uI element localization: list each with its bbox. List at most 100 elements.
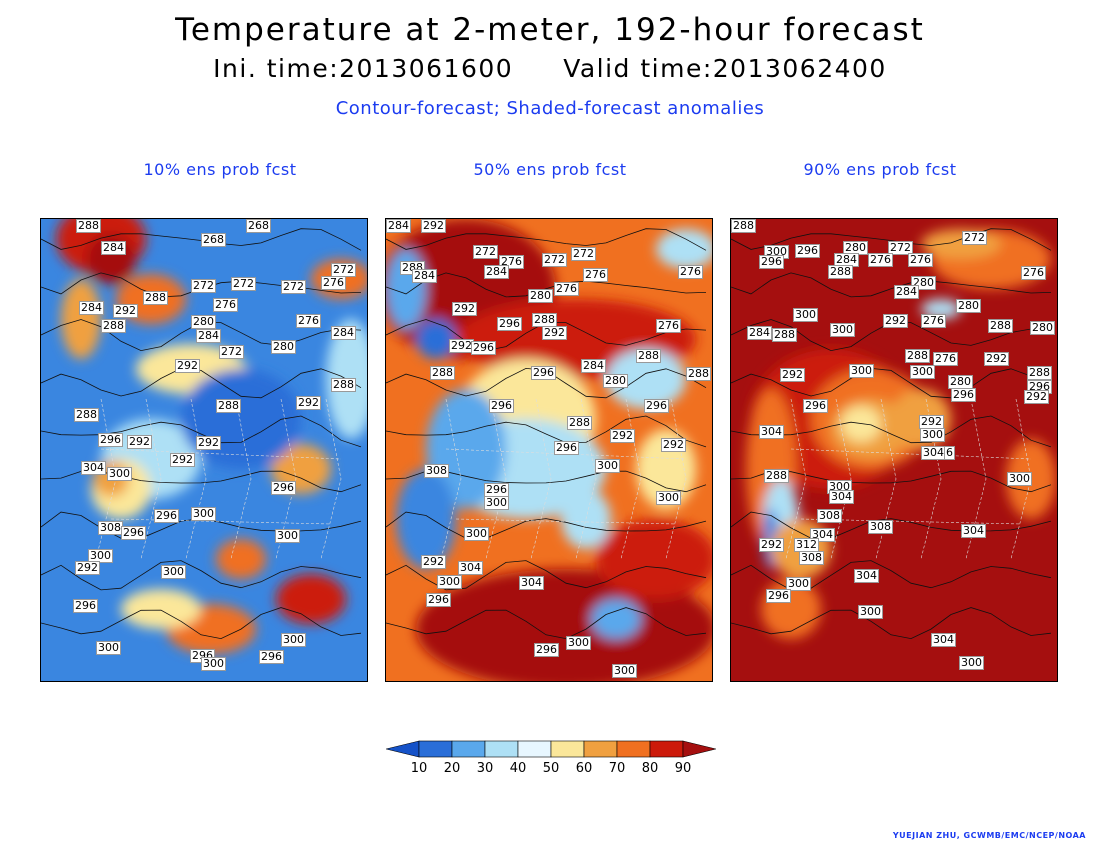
contour-label: 296 <box>951 388 976 402</box>
colorbar-tick-label: 30 <box>476 761 494 776</box>
contour-label: 288 <box>905 349 930 363</box>
contour-label: 276 <box>583 268 608 282</box>
contour-label: 292 <box>296 396 321 410</box>
contour-label: 276 <box>678 265 703 279</box>
contour-label: 276 <box>1021 266 1046 280</box>
contour-label: 284 <box>386 219 411 233</box>
contour-label: 276 <box>921 314 946 328</box>
contour-label: 288 <box>331 378 356 392</box>
colorbar-tick-label: 40 <box>509 761 527 776</box>
credit-text: YUEJIAN ZHU, GCWMB/EMC/NCEP/NOAA <box>892 831 1086 840</box>
temperature-contour <box>386 228 707 251</box>
panel-title-50: 50% ens prob fcst <box>473 160 627 179</box>
contour-label: 308 <box>424 464 449 478</box>
colorbar-segment <box>583 740 618 758</box>
contour-label: 284 <box>484 265 509 279</box>
contour-label: 300 <box>595 459 620 473</box>
anomaly-region <box>426 389 506 509</box>
ini-time: Ini. time:2013061600 <box>213 54 514 83</box>
contour-label: 300 <box>161 565 186 579</box>
contour-label: 288 <box>143 291 168 305</box>
colorbar-segment <box>517 740 552 758</box>
contour-label: 272 <box>191 279 216 293</box>
contour-label: 268 <box>201 233 226 247</box>
contour-label: 296 <box>766 589 791 603</box>
contour-label: 300 <box>88 549 113 563</box>
contour-label: 300 <box>96 641 121 655</box>
contour-label: 308 <box>868 520 893 534</box>
contour-label: 296 <box>534 643 559 657</box>
contour-label: 280 <box>948 375 973 389</box>
temperature-contour <box>731 415 1052 448</box>
anomaly-region <box>921 229 1001 259</box>
contour-label: 272 <box>219 345 244 359</box>
valid-time: Valid time:2013062400 <box>563 54 887 83</box>
contour-label: 300 <box>786 577 811 591</box>
contour-label: 300 <box>849 364 874 378</box>
contour-label: 288 <box>636 349 661 363</box>
contour-label: 284 <box>412 269 437 283</box>
anomaly-region <box>61 279 101 359</box>
state-border <box>185 398 207 560</box>
contour-label: 292 <box>127 435 152 449</box>
contour-label: 284 <box>79 301 104 315</box>
contour-label: 292 <box>421 219 446 233</box>
anomaly-region <box>396 469 456 569</box>
contour-label: 292 <box>610 429 635 443</box>
colorbar-tick-label: 70 <box>608 761 626 776</box>
colorbar-segment <box>451 740 486 758</box>
anomaly-region <box>591 599 641 639</box>
contour-label: 304 <box>81 461 106 475</box>
colorbar-tick-label: 60 <box>575 761 593 776</box>
contour-label: 292 <box>883 314 908 328</box>
contour-label: 296 <box>121 526 146 540</box>
contour-label: 312 <box>794 538 819 552</box>
contour-label: 300 <box>1007 472 1032 486</box>
contour-label: 284 <box>894 285 919 299</box>
contour-label: 292 <box>196 436 221 450</box>
contour-label: 276 <box>933 352 958 366</box>
contour-label: 272 <box>231 277 256 291</box>
temperature-contour <box>386 272 707 298</box>
contour-label: 276 <box>868 253 893 267</box>
temperature-contour <box>41 367 362 399</box>
contour-label: 300 <box>858 605 883 619</box>
temperature-contour <box>731 560 1052 591</box>
contour-label: 288 <box>216 399 241 413</box>
contour-label: 296 <box>426 593 451 607</box>
anomaly-region <box>606 349 686 409</box>
contour-label: 280 <box>271 340 296 354</box>
panel-title-10: 10% ens prob fcst <box>143 160 297 179</box>
anomaly-region <box>841 406 881 442</box>
contour-label: 308 <box>799 551 824 565</box>
temperature-contour <box>41 560 362 591</box>
contour-label: 292 <box>175 359 200 373</box>
contour-label: 296 <box>644 399 669 413</box>
contour-label: 284 <box>101 241 126 255</box>
anomaly-region <box>416 319 456 359</box>
time-line: Ini. time:2013061600 Valid time:201306240… <box>0 54 1100 83</box>
contour-label: 292 <box>919 415 944 429</box>
contour-label: 304 <box>961 524 986 538</box>
contour-label: 296 <box>484 483 509 497</box>
contour-label: 296 <box>271 481 296 495</box>
state-border <box>485 398 507 560</box>
contour-label: 292 <box>984 352 1009 366</box>
contour-label: 304 <box>829 490 854 504</box>
colorbar-segment <box>649 740 684 758</box>
contour-label: 288 <box>828 265 853 279</box>
colorbar-segment <box>484 740 519 758</box>
state-border <box>665 398 687 560</box>
contour-label: 288 <box>731 219 756 233</box>
contour-label: 284 <box>747 326 772 340</box>
contour-label: 280 <box>603 374 628 388</box>
anomaly-region <box>276 574 346 624</box>
contour-label: 300 <box>201 657 226 671</box>
state-border <box>530 398 552 560</box>
contour-label: 300 <box>612 664 637 678</box>
contour-label: 300 <box>484 496 509 510</box>
state-border <box>830 398 852 560</box>
contour-label: 300 <box>920 428 945 442</box>
anomaly-shading <box>731 219 1057 681</box>
contour-label: 296 <box>259 650 284 664</box>
